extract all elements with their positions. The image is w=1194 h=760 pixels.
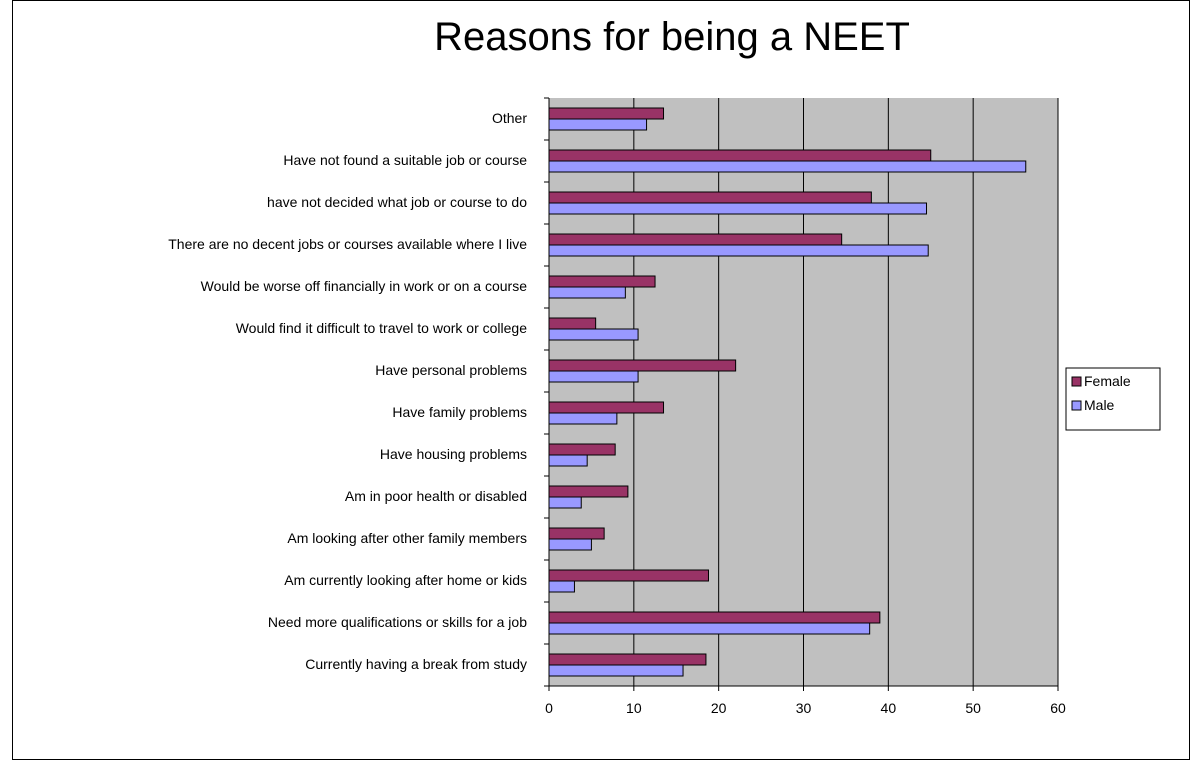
bar-female: [548, 485, 629, 498]
bar-male: [548, 538, 592, 551]
category-label: There are no decent jobs or courses avai…: [168, 236, 527, 252]
bar-male: [548, 118, 648, 131]
legend-label-male: Male: [1084, 397, 1115, 413]
bar-male: [548, 328, 639, 341]
bar-female: [548, 149, 932, 162]
category-label: Have family problems: [392, 404, 527, 420]
legend-swatch-male: [1071, 400, 1082, 411]
bar-male: [548, 412, 618, 425]
bar-male: [548, 664, 684, 677]
bar-male: [548, 202, 928, 215]
bar-male: [548, 622, 871, 635]
category-label: Need more qualifications or skills for a…: [268, 614, 527, 630]
category-label: Currently having a break from study: [305, 656, 527, 672]
bar-male: [548, 580, 575, 593]
category-label: Have housing problems: [380, 446, 527, 462]
legend-label-female: Female: [1084, 373, 1131, 389]
bar-female: [548, 401, 665, 414]
x-tick-label: 20: [711, 700, 727, 716]
bar-female: [548, 359, 737, 372]
bar-male: [548, 160, 1027, 173]
bar-female: [548, 275, 656, 288]
bar-female: [548, 317, 597, 330]
bar-female: [548, 233, 843, 246]
bar-male: [548, 496, 582, 509]
bar-male: [548, 370, 639, 383]
category-label: Have personal problems: [375, 362, 527, 378]
x-tick-label: 40: [881, 700, 897, 716]
bar-female: [548, 443, 616, 456]
bar-female: [548, 527, 605, 540]
category-label: Have not found a suitable job or course: [283, 152, 527, 168]
category-label: Am looking after other family members: [287, 530, 527, 546]
bar-male: [548, 454, 588, 467]
bar-male: [548, 244, 929, 257]
chart-title: Reasons for being a NEET: [434, 15, 910, 59]
x-tick-label: 0: [545, 700, 553, 716]
category-label: have not decided what job or course to d…: [267, 194, 527, 210]
category-label: Other: [492, 110, 527, 126]
bar-female: [548, 569, 709, 582]
category-label: Would be worse off financially in work o…: [201, 278, 528, 294]
bar-female: [548, 653, 707, 666]
bar-female: [548, 611, 881, 624]
bar-female: [548, 107, 665, 120]
bar-male: [548, 286, 626, 299]
x-tick-label: 50: [965, 700, 981, 716]
bar-female: [548, 191, 872, 204]
x-tick-label: 10: [626, 700, 642, 716]
legend-box: [1065, 367, 1161, 431]
category-label: Am in poor health or disabled: [345, 488, 527, 504]
category-label: Am currently looking after home or kids: [284, 572, 527, 588]
legend-swatch-female: [1071, 376, 1082, 387]
x-tick-label: 30: [796, 700, 812, 716]
x-tick-label: 60: [1050, 700, 1066, 716]
category-label: Would find it difficult to travel to wor…: [236, 320, 528, 336]
